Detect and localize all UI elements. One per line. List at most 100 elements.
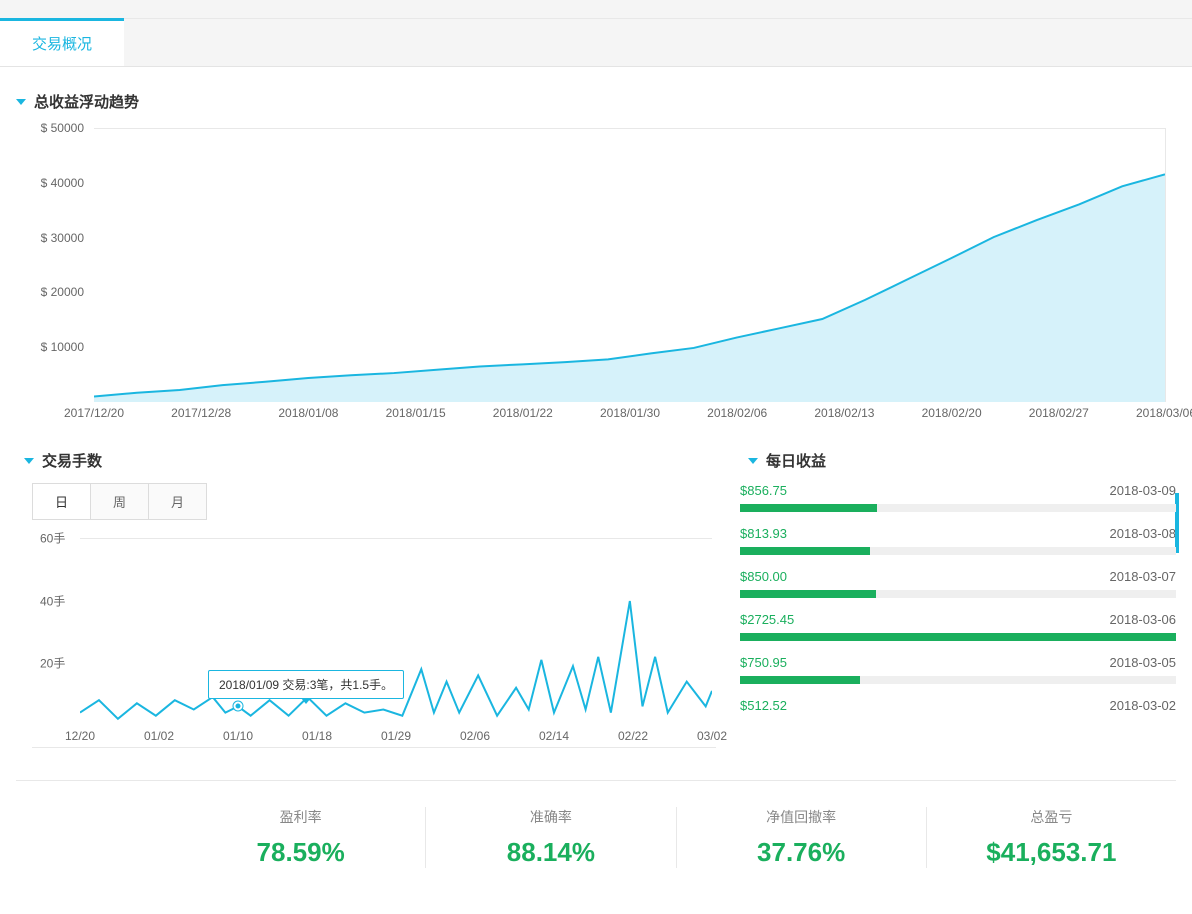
bar-track	[740, 590, 1176, 598]
daily-income-list: $856.75 2018-03-09 $813.93 2018-03-08 $850.0…	[740, 483, 1176, 713]
y-tick-label: 20手	[40, 655, 65, 672]
stat-value: 88.14%	[438, 837, 663, 868]
x-tick-label: 2017/12/20	[64, 406, 124, 420]
stat-value: $41,653.71	[939, 837, 1164, 868]
y-tick-label: $ 20000	[41, 285, 84, 299]
daily-amount: $2725.45	[740, 612, 794, 627]
bar-fill	[740, 590, 876, 598]
stat-label: 总盈亏	[939, 807, 1164, 827]
stat-card: 总盈亏 $41,653.71	[927, 807, 1176, 868]
bar-fill	[740, 676, 860, 684]
y-tick-label: $ 30000	[41, 231, 84, 245]
daily-amount: $813.93	[740, 526, 787, 541]
section-a-title: 总收益浮动趋势	[34, 91, 139, 112]
lots-chart-xaxis: 12/2001/0201/1001/1801/2902/0602/1402/22…	[80, 725, 712, 747]
x-tick-label: 2017/12/28	[171, 406, 231, 420]
x-tick-label: 2018/02/06	[707, 406, 767, 420]
stat-card: 净值回撤率 37.76%	[677, 807, 927, 868]
chart-marker	[234, 702, 243, 711]
daily-date: 2018-03-09	[1110, 483, 1177, 498]
daily-income-row: $856.75 2018-03-09	[740, 483, 1176, 512]
x-tick-label: 12/20	[65, 729, 95, 743]
y-tick-label: $ 50000	[41, 121, 84, 135]
middle-row: 交易手数 日周月 60手 40手 20手 2018/01/09 交易:3笔，共1.5…	[16, 442, 1176, 748]
x-tick-label: 01/10	[223, 729, 253, 743]
x-tick-label: 2018/01/08	[278, 406, 338, 420]
chevron-down-icon	[748, 458, 758, 464]
stat-value: 78.59%	[188, 837, 413, 868]
period-tab-week[interactable]: 周	[91, 484, 149, 519]
x-tick-label: 2018/02/27	[1029, 406, 1089, 420]
daily-income-row: $512.52 2018-03-02	[740, 698, 1176, 713]
stat-value: 37.76%	[689, 837, 914, 868]
daily-income-panel: 每日收益 $856.752018-03-09$813.932018-03-08$…	[740, 442, 1176, 748]
lots-chart-plot: 2018/01/09 交易:3笔，共1.5手。	[80, 538, 712, 725]
bar-fill	[740, 633, 1176, 641]
x-tick-label: 02/22	[618, 729, 648, 743]
stat-card: 盈利率 78.59%	[176, 807, 426, 868]
bar-track	[740, 676, 1176, 684]
window-top-strip	[0, 0, 1192, 19]
x-tick-label: 2018/02/20	[922, 406, 982, 420]
stat-card: 准确率 88.14%	[426, 807, 676, 868]
stat-label: 准确率	[438, 807, 663, 827]
profit-chart: $ 50000 $ 40000 $ 30000 $ 20000 $ 10000 2017…	[16, 124, 1176, 424]
bar-track	[740, 547, 1176, 555]
daily-date: 2018-03-02	[1110, 698, 1177, 713]
section-c-title: 每日收益	[766, 450, 826, 471]
tab-bar: 交易概况	[0, 19, 1192, 67]
x-tick-label: 2018/02/13	[814, 406, 874, 420]
profit-chart-yaxis: $ 50000 $ 40000 $ 30000 $ 20000 $ 10000	[16, 124, 94, 402]
stats-row: 盈利率 78.59% 准确率 88.14% 净值回撤率 37.76% 总盈亏 $41,653.…	[16, 780, 1176, 868]
chevron-down-icon	[24, 458, 34, 464]
daily-amount: $850.00	[740, 569, 787, 584]
x-tick-label: 01/18	[302, 729, 332, 743]
daily-amount: $750.95	[740, 655, 787, 670]
section-b-header: 交易手数	[24, 450, 716, 471]
y-tick-label: $ 10000	[41, 340, 84, 354]
profit-chart-xaxis: 2017/12/202017/12/282018/01/082018/01/15…	[94, 402, 1166, 424]
lots-panel: 交易手数 日周月 60手 40手 20手 2018/01/09 交易:3笔，共1.5…	[16, 442, 716, 748]
bar-fill	[740, 547, 870, 555]
daily-amount: $512.52	[740, 698, 787, 713]
tab-trading-overview[interactable]: 交易概况	[0, 18, 124, 66]
period-tabs: 日周月	[32, 483, 207, 520]
daily-date: 2018-03-07	[1110, 569, 1177, 584]
lots-chart: 60手40手20手 2018/01/09 交易:3笔，共1.5手。 12/200…	[32, 538, 716, 748]
x-tick-label: 2018/01/22	[493, 406, 553, 420]
daily-date: 2018-03-05	[1110, 655, 1177, 670]
x-tick-label: 02/06	[460, 729, 490, 743]
x-tick-label: 01/02	[144, 729, 174, 743]
section-b-title: 交易手数	[42, 450, 102, 471]
daily-income-row: $813.93 2018-03-08	[740, 526, 1176, 555]
stat-label: 净值回撤率	[689, 807, 914, 827]
bar-fill	[740, 504, 877, 512]
x-tick-label: 2018/01/30	[600, 406, 660, 420]
x-tick-label: 02/14	[539, 729, 569, 743]
daily-income-row: $850.00 2018-03-07	[740, 569, 1176, 598]
daily-income-row: $750.95 2018-03-05	[740, 655, 1176, 684]
x-tick-label: 2018/01/15	[386, 406, 446, 420]
profit-chart-plot	[94, 128, 1166, 402]
daily-date: 2018-03-06	[1110, 612, 1177, 627]
daily-income-row: $2725.45 2018-03-06	[740, 612, 1176, 641]
daily-amount: $856.75	[740, 483, 787, 498]
period-tab-month[interactable]: 月	[149, 484, 206, 519]
stat-label: 盈利率	[188, 807, 413, 827]
section-a-header: 总收益浮动趋势	[16, 91, 1184, 112]
bar-track	[740, 504, 1176, 512]
x-tick-label: 2018/03/06	[1136, 406, 1192, 420]
chevron-down-icon	[16, 99, 26, 105]
y-tick-label: $ 40000	[41, 176, 84, 190]
x-tick-label: 03/02	[697, 729, 727, 743]
daily-date: 2018-03-08	[1110, 526, 1177, 541]
bar-track	[740, 633, 1176, 641]
y-tick-label: 40手	[40, 592, 65, 609]
page-content: 总收益浮动趋势 $ 50000 $ 40000 $ 30000 $ 20000 $ 10…	[0, 67, 1192, 876]
section-c-header: 每日收益	[748, 450, 1176, 471]
y-tick-label: 60手	[40, 530, 65, 547]
chart-tooltip: 2018/01/09 交易:3笔，共1.5手。	[208, 670, 404, 699]
scrollbar-indicator[interactable]	[1175, 493, 1179, 553]
period-tab-day[interactable]: 日	[33, 484, 91, 519]
x-tick-label: 01/29	[381, 729, 411, 743]
